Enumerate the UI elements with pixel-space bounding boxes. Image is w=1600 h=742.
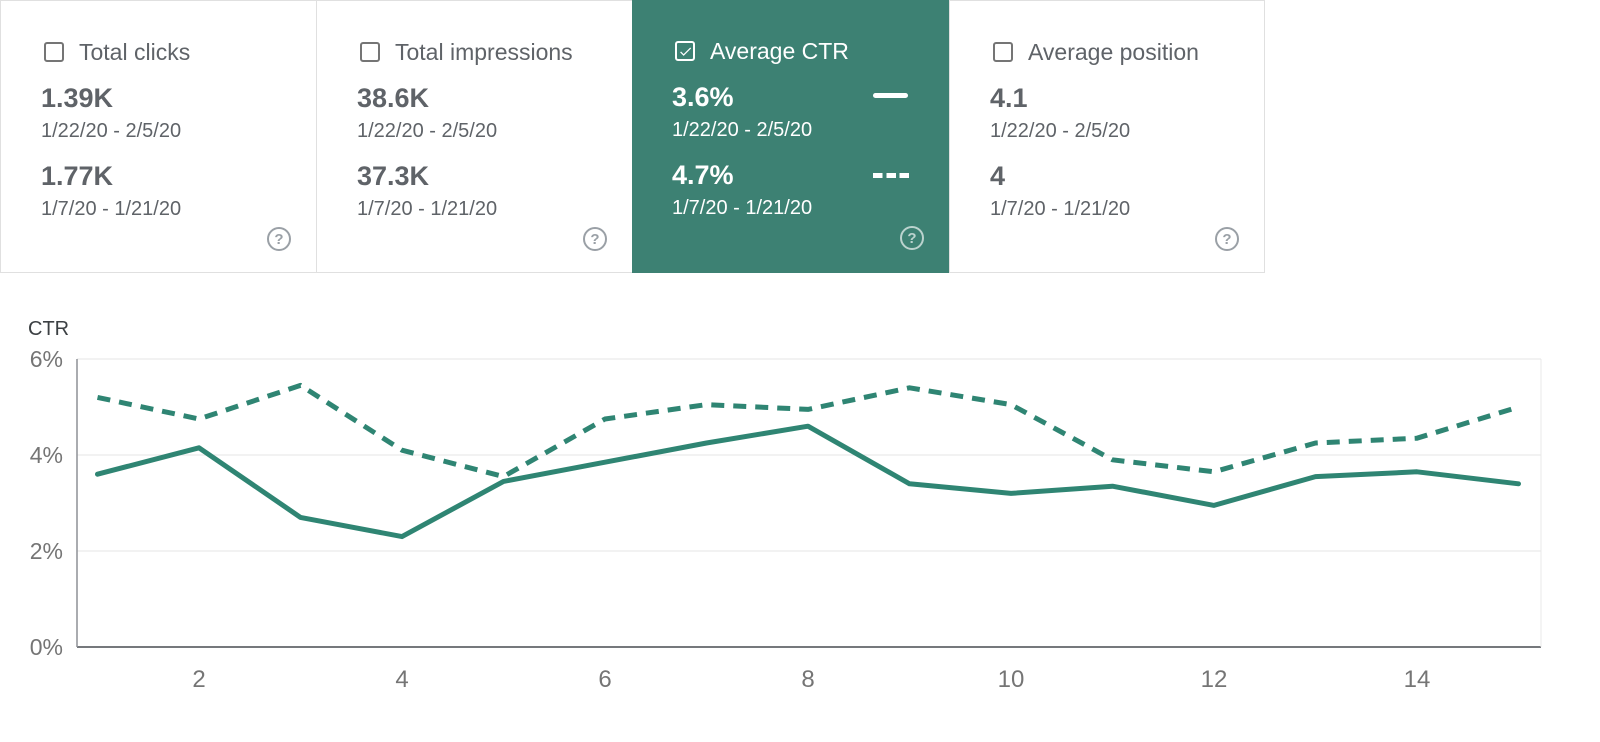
help-icon[interactable]: ? <box>267 227 291 251</box>
dashed-line-legend-icon <box>873 173 909 178</box>
metrics-summary-row: Total clicks 1.39K 1/22/20 - 2/5/20 1.77… <box>0 0 1265 273</box>
ctr-line-chart[interactable]: 0% 2% 4% 6% 2 4 6 8 10 12 14 <box>0 278 1600 742</box>
metric-label: Average position <box>1028 39 1199 65</box>
y-tick-label: 4% <box>30 442 63 468</box>
date-range-previous: 1/7/20 - 1/21/20 <box>357 198 498 220</box>
metric-value-current: 1.39K <box>41 83 114 113</box>
date-range-current: 1/22/20 - 2/5/20 <box>357 120 498 142</box>
date-range-previous: 1/7/20 - 1/21/20 <box>41 198 182 220</box>
x-tick-label: 8 <box>801 666 814 693</box>
total-clicks-checkbox[interactable] <box>44 42 64 62</box>
metric-value-current: 4.1 <box>990 83 1028 113</box>
y-tick-label: 2% <box>30 538 63 564</box>
date-range-previous: 1/7/20 - 1/21/20 <box>672 197 813 219</box>
date-range-current: 1/22/20 - 2/5/20 <box>41 120 182 142</box>
metric-value-previous: 1.77K <box>41 161 114 191</box>
metric-value-previous: 37.3K <box>357 161 430 191</box>
x-tick-label: 12 <box>1201 666 1228 693</box>
metric-card-total-impressions[interactable]: Total impressions 38.6K 1/22/20 - 2/5/20… <box>316 0 632 273</box>
help-icon[interactable]: ? <box>1215 227 1239 251</box>
help-icon[interactable]: ? <box>583 227 607 251</box>
metric-card-total-clicks[interactable]: Total clicks 1.39K 1/22/20 - 2/5/20 1.77… <box>0 0 316 273</box>
metric-card-average-ctr[interactable]: Average CTR 3.6% 1/22/20 - 2/5/20 4.7% 1… <box>632 0 949 273</box>
metric-label: Total clicks <box>79 39 191 65</box>
ctr-line-current-period <box>95 423 1521 540</box>
x-tick-label: 14 <box>1404 666 1431 693</box>
ctr-line-previous-period <box>96 382 1520 480</box>
average-position-checkbox[interactable] <box>993 42 1013 62</box>
average-ctr-checkbox-checked[interactable] <box>675 41 695 61</box>
x-tick-label: 10 <box>998 666 1025 693</box>
metric-card-average-position[interactable]: Average position 4.1 1/22/20 - 2/5/20 4 … <box>949 0 1265 273</box>
x-tick-label: 2 <box>192 666 205 693</box>
y-tick-label: 6% <box>30 346 63 372</box>
metric-value-current: 38.6K <box>357 83 430 113</box>
date-range-current: 1/22/20 - 2/5/20 <box>990 120 1131 142</box>
metric-value-current: 3.6% <box>672 82 734 112</box>
metric-value-previous: 4.7% <box>672 160 734 190</box>
help-icon[interactable]: ? <box>900 226 924 250</box>
total-impressions-checkbox[interactable] <box>360 42 380 62</box>
date-range-previous: 1/7/20 - 1/21/20 <box>990 198 1131 220</box>
metric-label: Total impressions <box>395 39 573 65</box>
date-range-current: 1/22/20 - 2/5/20 <box>672 119 813 141</box>
y-tick-label: 0% <box>30 634 63 660</box>
x-tick-label: 4 <box>395 666 408 693</box>
metric-label: Average CTR <box>710 38 849 64</box>
x-tick-label: 6 <box>598 666 611 693</box>
checkmark-icon <box>679 46 691 56</box>
chart-axis-title: CTR <box>28 318 70 340</box>
solid-line-legend-icon <box>873 93 908 98</box>
metric-value-previous: 4 <box>990 161 1006 191</box>
